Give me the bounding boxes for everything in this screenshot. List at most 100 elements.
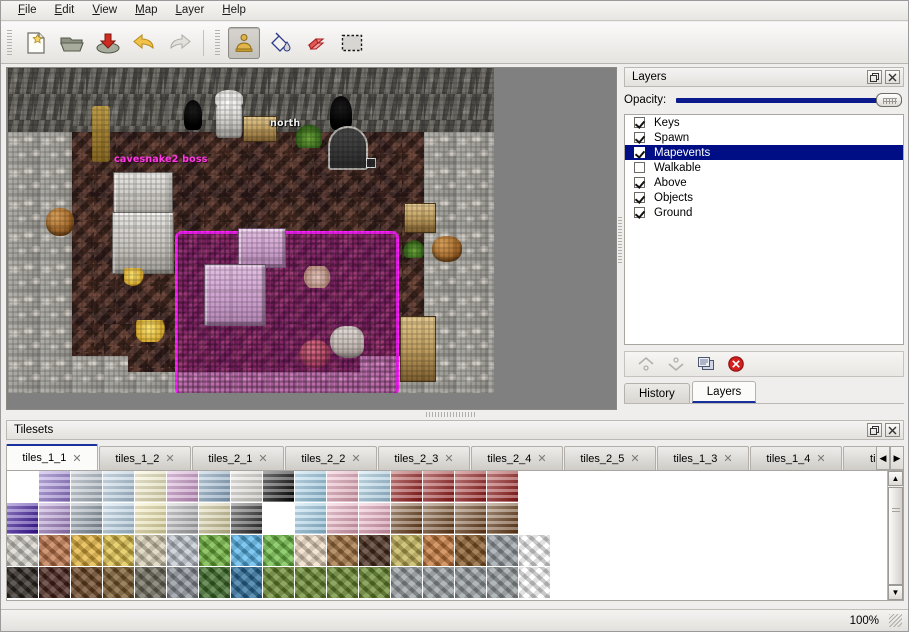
tileset-tile[interactable] [231,503,263,535]
bucket-fill-tool-button[interactable] [264,27,296,59]
map-object-cave-entrance[interactable] [328,126,368,170]
move-layer-up-button[interactable] [633,353,659,375]
toolbar-grip-2[interactable] [214,29,222,56]
select-rectangle-tool-button[interactable] [336,27,368,59]
move-layer-down-button[interactable] [663,353,689,375]
save-map-button[interactable] [92,27,124,59]
scrollbar-thumb[interactable] [888,487,903,585]
map-object-gold-small[interactable] [124,268,146,286]
tileset-tile[interactable] [423,567,455,599]
layer-row-walkable[interactable]: Walkable [625,160,903,175]
close-tab-icon[interactable]: ✕ [723,453,733,465]
tileset-tile[interactable] [199,503,231,535]
tileset-tab-tiles_1_3[interactable]: tiles_1_3 ✕ [657,446,749,470]
redo-button[interactable] [164,27,196,59]
undo-button[interactable] [128,27,160,59]
tileset-tile[interactable] [103,471,135,503]
eraser-tool-button[interactable] [300,27,332,59]
tileset-tile[interactable] [423,471,455,503]
tileset-tile[interactable] [7,567,39,599]
map-object-root-vine[interactable] [92,106,110,162]
map-object-basket-right[interactable] [432,236,462,262]
delete-layer-button[interactable] [723,353,749,375]
tileset-tile[interactable] [7,535,39,567]
tileset-tile[interactable] [231,567,263,599]
map-canvas[interactable]: cavesnake2 boss north [7,68,616,409]
close-tab-icon[interactable]: ✕ [165,453,175,465]
tileset-tile[interactable] [263,567,295,599]
map-object-shadow-figure[interactable] [184,100,202,130]
stamp-tool-button[interactable] [228,26,260,59]
tileset-tile[interactable] [103,535,135,567]
close-tab-icon[interactable]: ✕ [258,453,268,465]
tileset-tile[interactable] [135,567,167,599]
map-object-tombstone-inside-selection[interactable] [238,228,286,268]
tileset-tile[interactable] [71,503,103,535]
tileset-tile[interactable] [327,535,359,567]
new-map-button[interactable] [20,27,52,59]
layer-visibility-checkbox[interactable] [634,147,645,158]
tileset-tab-tiles_2_1[interactable]: tiles_2_1 ✕ [192,446,284,470]
map-object-rock-pile[interactable] [330,326,364,358]
tileset-tile[interactable] [135,503,167,535]
map-object-tomb-slab-inside-selection[interactable] [204,264,266,326]
tileset-tile[interactable] [103,567,135,599]
tileset-tile[interactable] [7,503,39,535]
tileset-tile[interactable] [167,471,199,503]
tileset-tab-tiles_2_5[interactable]: tiles_2_5 ✕ [564,446,656,470]
tileset-tile[interactable] [167,567,199,599]
resize-grip-icon[interactable] [889,614,902,627]
tileset-tile[interactable] [519,471,551,503]
map-object-event-marker[interactable] [366,158,376,168]
canvas-horizontal-splitter[interactable] [6,411,617,418]
tileset-tab-tiles_2_3[interactable]: tiles_2_3 ✕ [378,446,470,470]
close-tab-icon[interactable]: ✕ [351,453,361,465]
tileset-tile[interactable] [295,535,327,567]
tileset-tile[interactable] [263,535,295,567]
tileset-tile[interactable] [71,471,103,503]
close-tab-icon[interactable]: ✕ [816,453,826,465]
open-map-button[interactable] [56,27,88,59]
triangle-up-icon[interactable]: ▲ [888,471,903,486]
tileset-grid[interactable] [7,471,551,599]
map-object-plant-right[interactable] [404,240,424,258]
tileset-tile[interactable] [39,535,71,567]
map-object-bookshelf[interactable] [400,316,436,382]
triangle-right-icon[interactable]: ▶ [890,446,904,470]
tileset-tile[interactable] [263,503,295,535]
tileset-tile[interactable] [71,567,103,599]
tileset-tile[interactable] [199,471,231,503]
close-tab-icon[interactable]: ✕ [444,453,454,465]
tileset-tile[interactable] [327,503,359,535]
map-object-basket-left[interactable] [46,208,74,236]
tileset-tile[interactable] [167,503,199,535]
tab-layers[interactable]: Layers [691,381,757,403]
map-object-wooden-sign[interactable] [243,116,277,142]
close-tab-icon[interactable]: ✕ [72,452,82,465]
layer-visibility-checkbox[interactable] [634,192,645,203]
map-object-bones[interactable] [302,266,332,288]
close-tab-icon[interactable]: ✕ [537,453,547,465]
map-canvas-viewport[interactable]: cavesnake2 boss north [6,67,617,410]
tilesets-float-window-icon[interactable] [867,423,882,437]
layer-visibility-checkbox[interactable] [634,207,645,218]
map-object-tomb-slab[interactable] [112,212,174,274]
tab-history[interactable]: History [624,383,690,403]
toolbar-grip-1[interactable] [6,29,14,56]
tileset-tile[interactable] [231,535,263,567]
layer-visibility-checkbox[interactable] [634,117,645,128]
tileset-tile[interactable] [103,503,135,535]
layer-row-ground[interactable]: Ground [625,205,903,220]
map-object-barrel-bottom[interactable] [300,340,330,368]
tileset-tile[interactable] [39,503,71,535]
tileset-tile[interactable] [359,471,391,503]
tileset-tile[interactable] [295,503,327,535]
tileset-tile[interactable] [7,471,39,503]
tileset-tile[interactable] [455,503,487,535]
tileset-tile[interactable] [327,471,359,503]
tileset-tile[interactable] [519,535,551,567]
close-tab-icon[interactable]: ✕ [630,453,640,465]
tileset-tab-tiles_1_1[interactable]: tiles_1_1 ✕ [6,444,98,470]
tileset-tile[interactable] [135,471,167,503]
tileset-tile[interactable] [359,503,391,535]
